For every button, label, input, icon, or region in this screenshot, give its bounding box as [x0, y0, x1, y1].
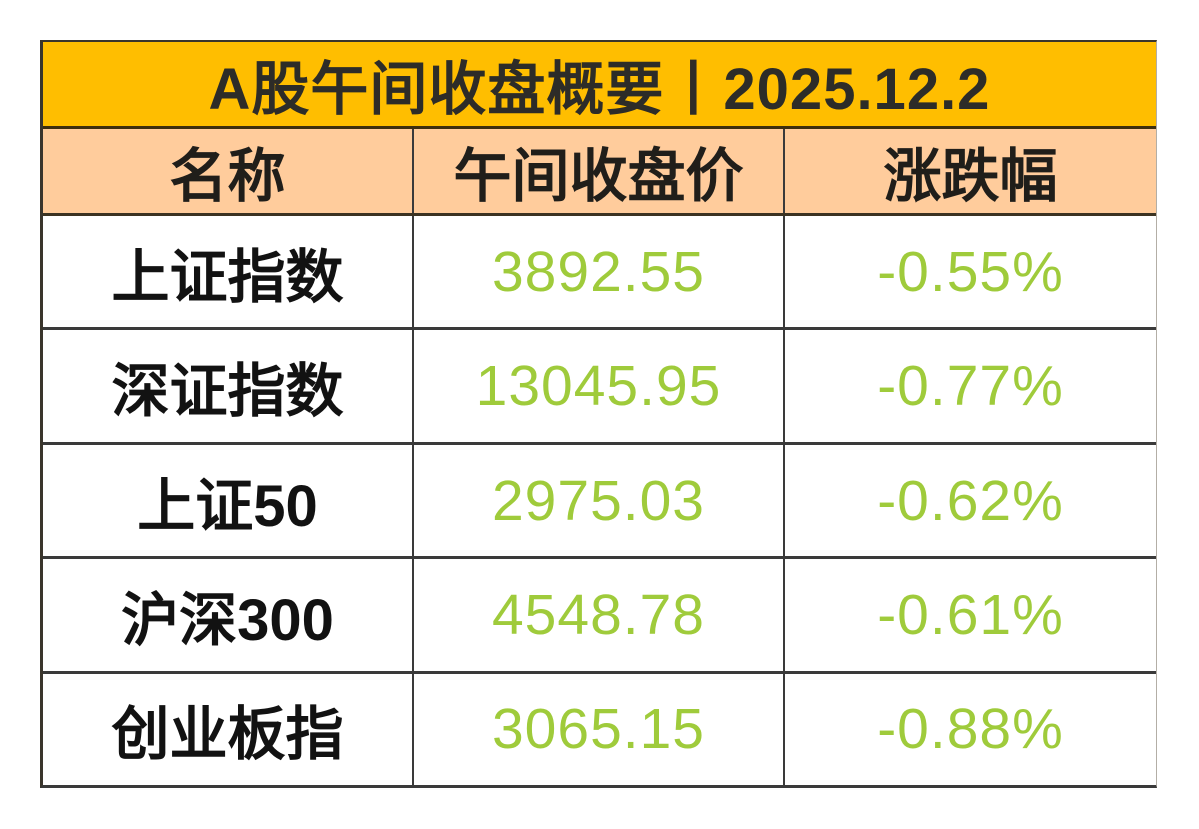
index-change-pct: -0.55% [877, 239, 1064, 304]
index-change-pct: -0.77% [877, 354, 1064, 419]
table-header-row: 名称 午间收盘价 涨跌幅 [43, 129, 1156, 216]
index-change-pct: -0.88% [877, 697, 1064, 762]
column-header-close-price: 午间收盘价 [414, 129, 785, 213]
stock-summary-table: A股午间收盘概要丨2025.12.2 名称 午间收盘价 涨跌幅 上证指数 389… [40, 40, 1157, 788]
table-row-csi300: 沪深300 4548.78 -0.61% [43, 559, 1156, 674]
index-name: 沪深300 [43, 559, 414, 671]
column-header-change-pct: 涨跌幅 [883, 144, 1058, 209]
index-name: 上证50 [43, 444, 414, 557]
table-row-sse-composite: 上证指数 3892.55 -0.55% [43, 216, 1156, 331]
index-name: 深证指数 [43, 330, 414, 442]
index-close-price: 13045.95 [414, 330, 785, 442]
table-row-sse50: 上证50 2975.03 -0.62% [43, 444, 1156, 560]
column-header-name: 名称 [43, 129, 414, 213]
index-name: 创业板指 [43, 673, 414, 786]
index-change-pct: -0.62% [877, 468, 1064, 533]
index-name: 上证指数 [43, 216, 414, 328]
table-row-szse-component: 深证指数 13045.95 -0.77% [43, 330, 1156, 445]
index-change-pct: -0.61% [877, 582, 1064, 647]
table-title: A股午间收盘概要丨2025.12.2 [43, 42, 1156, 129]
index-close-price: 2975.03 [414, 444, 785, 557]
table-row-chinext: 创业板指 3065.15 -0.88% [43, 673, 1156, 786]
index-close-price: 3892.55 [414, 216, 785, 328]
index-close-price: 3065.15 [414, 673, 785, 786]
index-close-price: 4548.78 [414, 559, 785, 671]
